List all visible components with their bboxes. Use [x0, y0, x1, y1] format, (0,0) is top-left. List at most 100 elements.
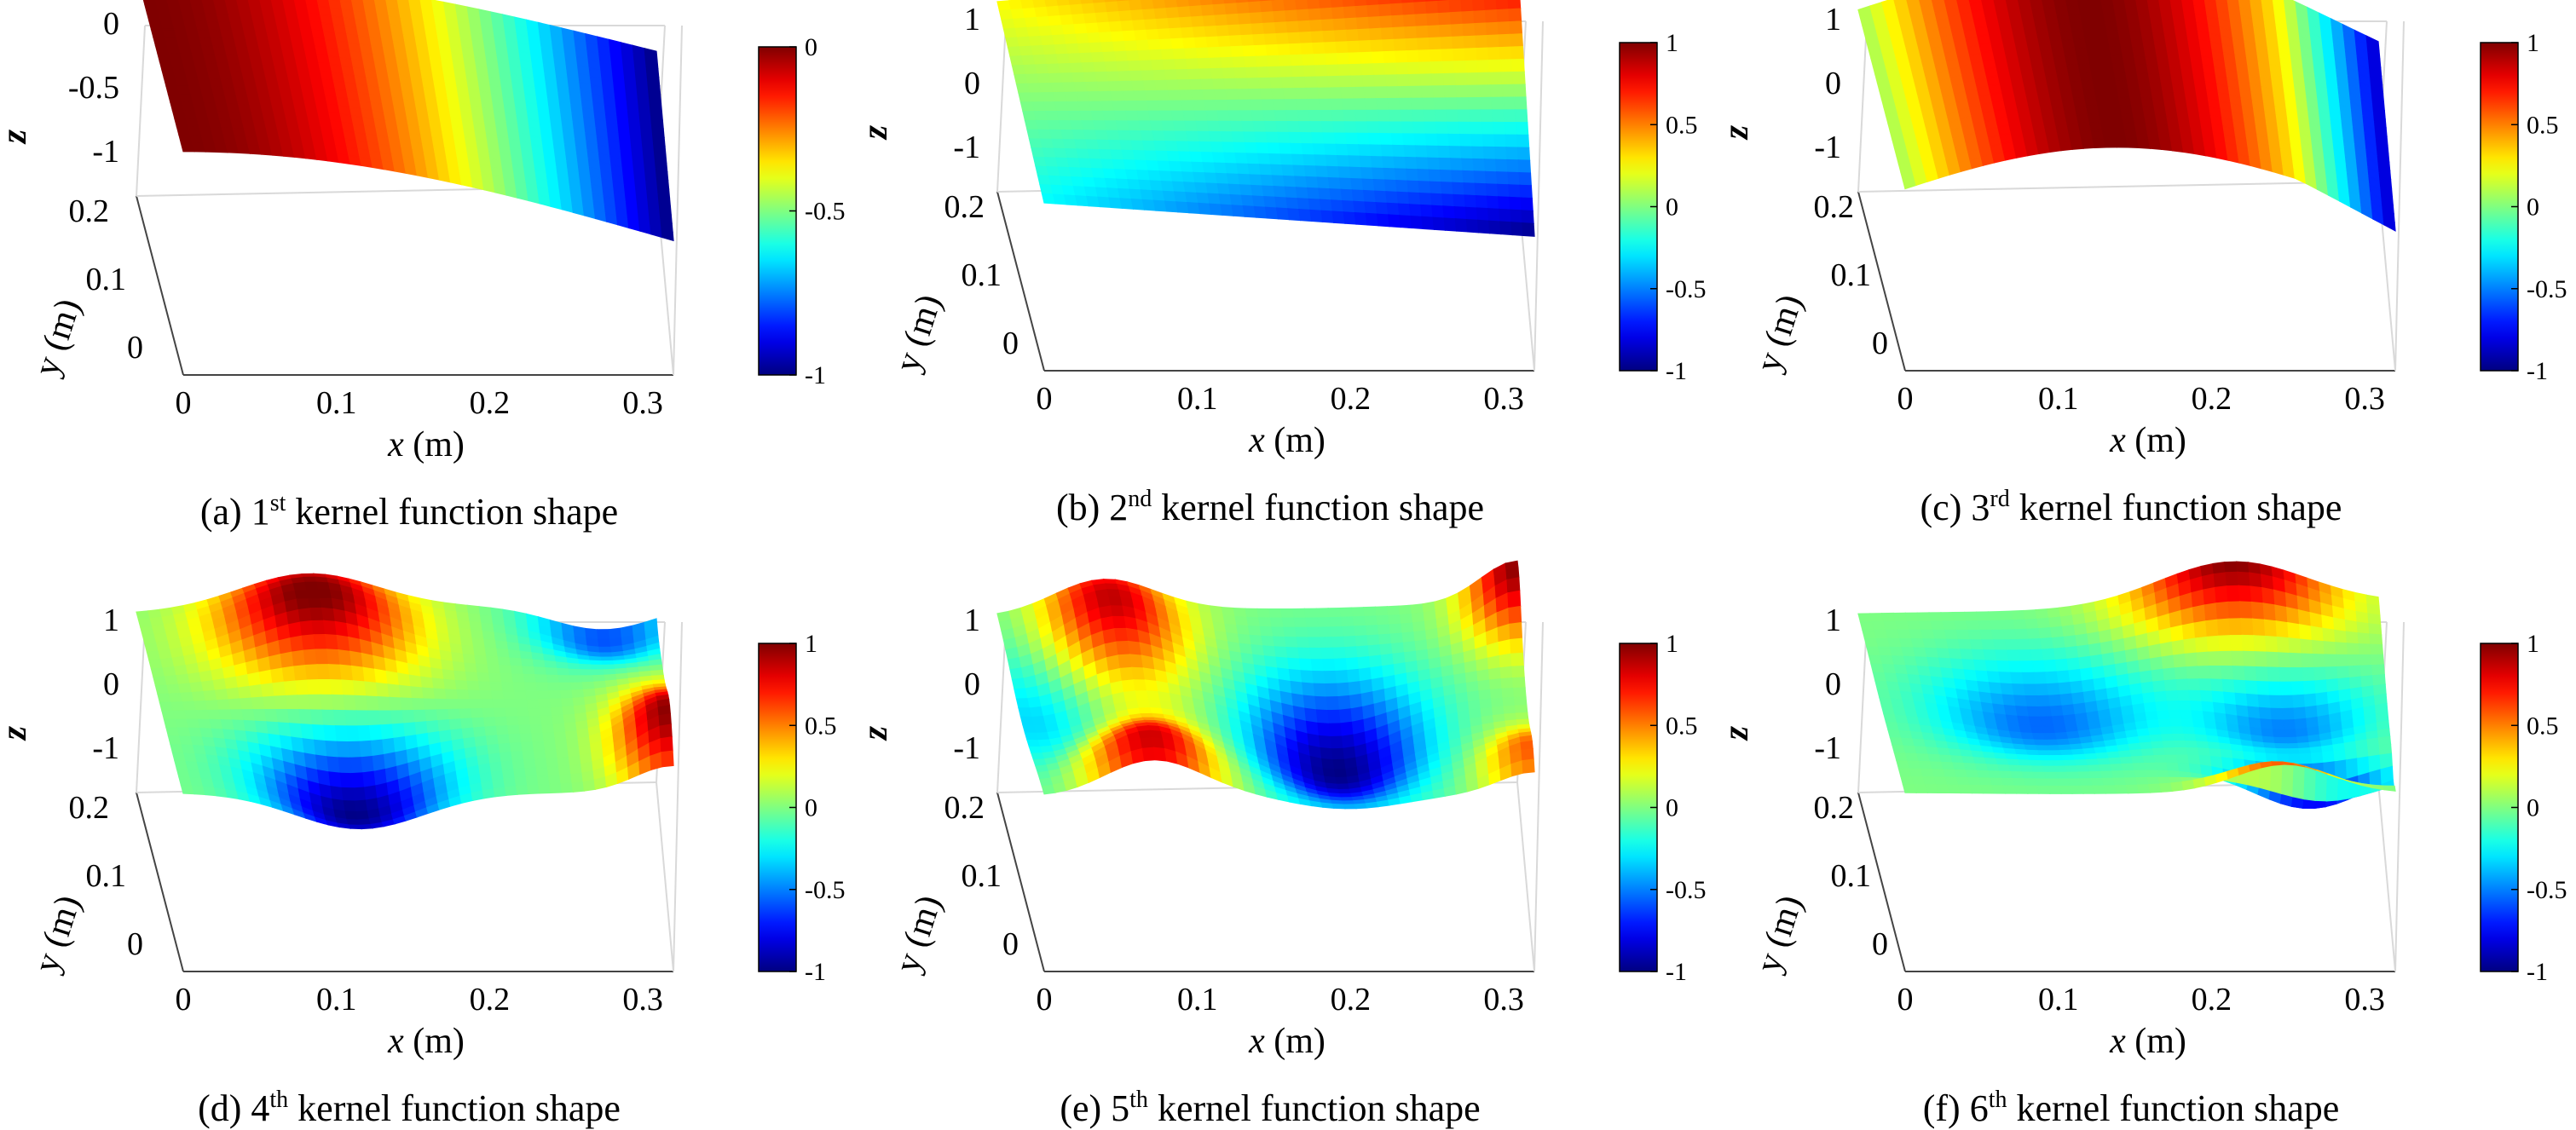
surface-patch: [2088, 121, 2104, 132]
surface-patch: [559, 774, 573, 785]
surface-patch: [1275, 656, 1291, 671]
z-tick-label: 1: [103, 602, 119, 638]
surface-patch: [523, 758, 537, 770]
surface-patch: [1349, 63, 1364, 77]
surface-patch: [1262, 22, 1277, 35]
surface-patch: [516, 707, 530, 718]
surface-patch: [2383, 215, 2396, 232]
panel-d: 00.10.20.3x (m)00.10.2y (m)10-1z10.50-0.…: [0, 573, 846, 1129]
surface-patch: [1314, 695, 1329, 712]
surface-patch: [1412, 121, 1427, 135]
surface-patch: [2170, 141, 2185, 153]
surface-patch: [1374, 86, 1389, 100]
x-tick-label: 0: [1037, 381, 1053, 417]
surface-patch: [1428, 37, 1442, 51]
surface-patch: [485, 735, 500, 747]
surface-patch: [281, 666, 297, 683]
surface-patch: [1388, 614, 1402, 626]
surface-patch: [1257, 153, 1272, 165]
surface-patch: [368, 724, 384, 742]
surface-patch: [352, 787, 367, 802]
surface-patch: [1333, 768, 1349, 779]
surface-patch: [303, 649, 318, 666]
surface-patch: [2131, 105, 2146, 116]
surface-patch: [1487, 59, 1502, 73]
surface-patch: [354, 799, 369, 813]
surface-patch: [1303, 608, 1319, 619]
surface-patch: [533, 666, 548, 676]
surface-patch: [1399, 97, 1413, 111]
surface-patch: [469, 699, 483, 710]
surface-patch: [1501, 687, 1516, 699]
surface-patch: [1376, 614, 1390, 626]
colorbar-tick-label: 1: [1666, 29, 1678, 57]
surface-patch: [1225, 89, 1240, 101]
surface-patch: [1256, 142, 1270, 155]
surface-e: [996, 560, 1535, 810]
surface-patch: [1338, 708, 1354, 724]
surface-patch: [1495, 0, 1510, 11]
surface-patch: [546, 758, 560, 769]
surface-patch: [1413, 133, 1428, 147]
surface-patch: [1305, 87, 1320, 101]
surface-patch: [2089, 63, 2104, 73]
y-tick-label: 0.2: [69, 790, 110, 826]
surface-patch: [1198, 141, 1214, 153]
surface-patch: [1439, 24, 1453, 38]
surface-patch: [661, 750, 674, 768]
surface-patch: [1512, 84, 1527, 98]
surface-patch: [1328, 87, 1343, 100]
surface-patch: [1304, 76, 1319, 89]
surface-patch: [1331, 803, 1346, 810]
surface-patch: [2081, 138, 2095, 149]
surface-patch: [1387, 97, 1401, 111]
surface-patch: [1500, 72, 1515, 86]
surface-patch: [1370, 155, 1384, 170]
surface-patch: [495, 725, 510, 736]
surface-patch: [1499, 59, 1514, 73]
surface-patch: [1275, 207, 1291, 221]
surface-patch: [327, 664, 343, 681]
surface-patch: [2107, 37, 2123, 49]
surface-patch: [1514, 705, 1528, 714]
surface-patch: [545, 666, 559, 677]
surface-patch: [1417, 169, 1431, 182]
surface-patch: [338, 757, 353, 775]
surface-patch: [1404, 26, 1418, 40]
surface-patch: [1461, 158, 1475, 172]
surface-patch: [1193, 110, 1209, 122]
surface-patch: [320, 597, 335, 610]
surface-patch: [1248, 88, 1262, 101]
surface-patch: [503, 699, 518, 709]
surface-patch: [362, 770, 377, 788]
surface-patch: [557, 765, 572, 776]
surface-patch: [533, 749, 547, 760]
grid-line: [2394, 20, 2405, 372]
surface-patch: [1217, 35, 1232, 49]
surface-patch: [1359, 155, 1373, 169]
surface-patch: [1140, 0, 1155, 11]
surface-patch: [301, 634, 316, 651]
surface-patch: [1155, 18, 1170, 31]
surface-patch: [2079, 130, 2094, 141]
surface-b: [996, 0, 1535, 237]
surface-patch: [318, 679, 333, 696]
surface-patch: [1442, 72, 1457, 87]
surface-patch: [2109, 46, 2124, 57]
surface-patch: [1460, 146, 1474, 160]
surface-a: [142, 0, 674, 242]
surface-patch: [1313, 53, 1328, 66]
surface-patch: [1308, 637, 1323, 649]
colorbar: 0-0.5-1: [758, 33, 846, 389]
surface-patch: [1246, 616, 1262, 628]
surface-patch: [1457, 109, 1471, 124]
surface-patch: [2117, 96, 2133, 107]
surface-patch: [1515, 712, 1529, 721]
surface-patch: [1337, 154, 1351, 168]
surface-patch: [355, 710, 371, 727]
surface-patch: [1476, 219, 1491, 234]
surface-patch: [2102, 72, 2117, 82]
surface-patch: [1327, 709, 1342, 725]
surface-patch: [500, 682, 516, 692]
surface-patch: [1255, 55, 1270, 68]
